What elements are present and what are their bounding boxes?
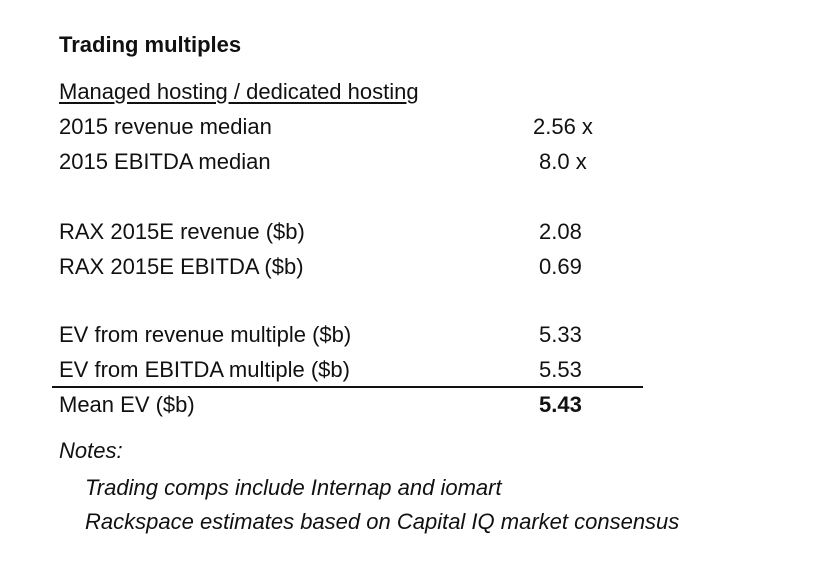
row-label: 2015 revenue median bbox=[59, 114, 272, 139]
row-value: 5.53 bbox=[539, 357, 582, 382]
total-label: Mean EV ($b) bbox=[59, 392, 195, 417]
note-item: Rackspace estimates based on Capital IQ … bbox=[85, 509, 680, 534]
row-label: EV from EBITDA multiple ($b) bbox=[59, 357, 350, 382]
row-label: RAX 2015E revenue ($b) bbox=[59, 219, 305, 244]
row-value: 5.33 bbox=[539, 322, 582, 347]
row-label: EV from revenue multiple ($b) bbox=[59, 322, 352, 347]
row-value: 2.56 x bbox=[533, 114, 593, 139]
total-divider bbox=[52, 386, 643, 388]
note-item: Trading comps include Internap and iomar… bbox=[85, 475, 502, 500]
row-label: 2015 EBITDA median bbox=[59, 149, 271, 174]
section-heading: Managed hosting / dedicated hosting bbox=[59, 79, 419, 104]
row-value: 2.08 bbox=[539, 219, 582, 244]
total-value: 5.43 bbox=[539, 392, 582, 417]
row-label: RAX 2015E EBITDA ($b) bbox=[59, 254, 304, 279]
table-title: Trading multiples bbox=[59, 32, 242, 57]
notes-heading: Notes: bbox=[59, 438, 123, 463]
row-value: 8.0 x bbox=[539, 149, 587, 174]
row-value: 0.69 bbox=[539, 254, 582, 279]
